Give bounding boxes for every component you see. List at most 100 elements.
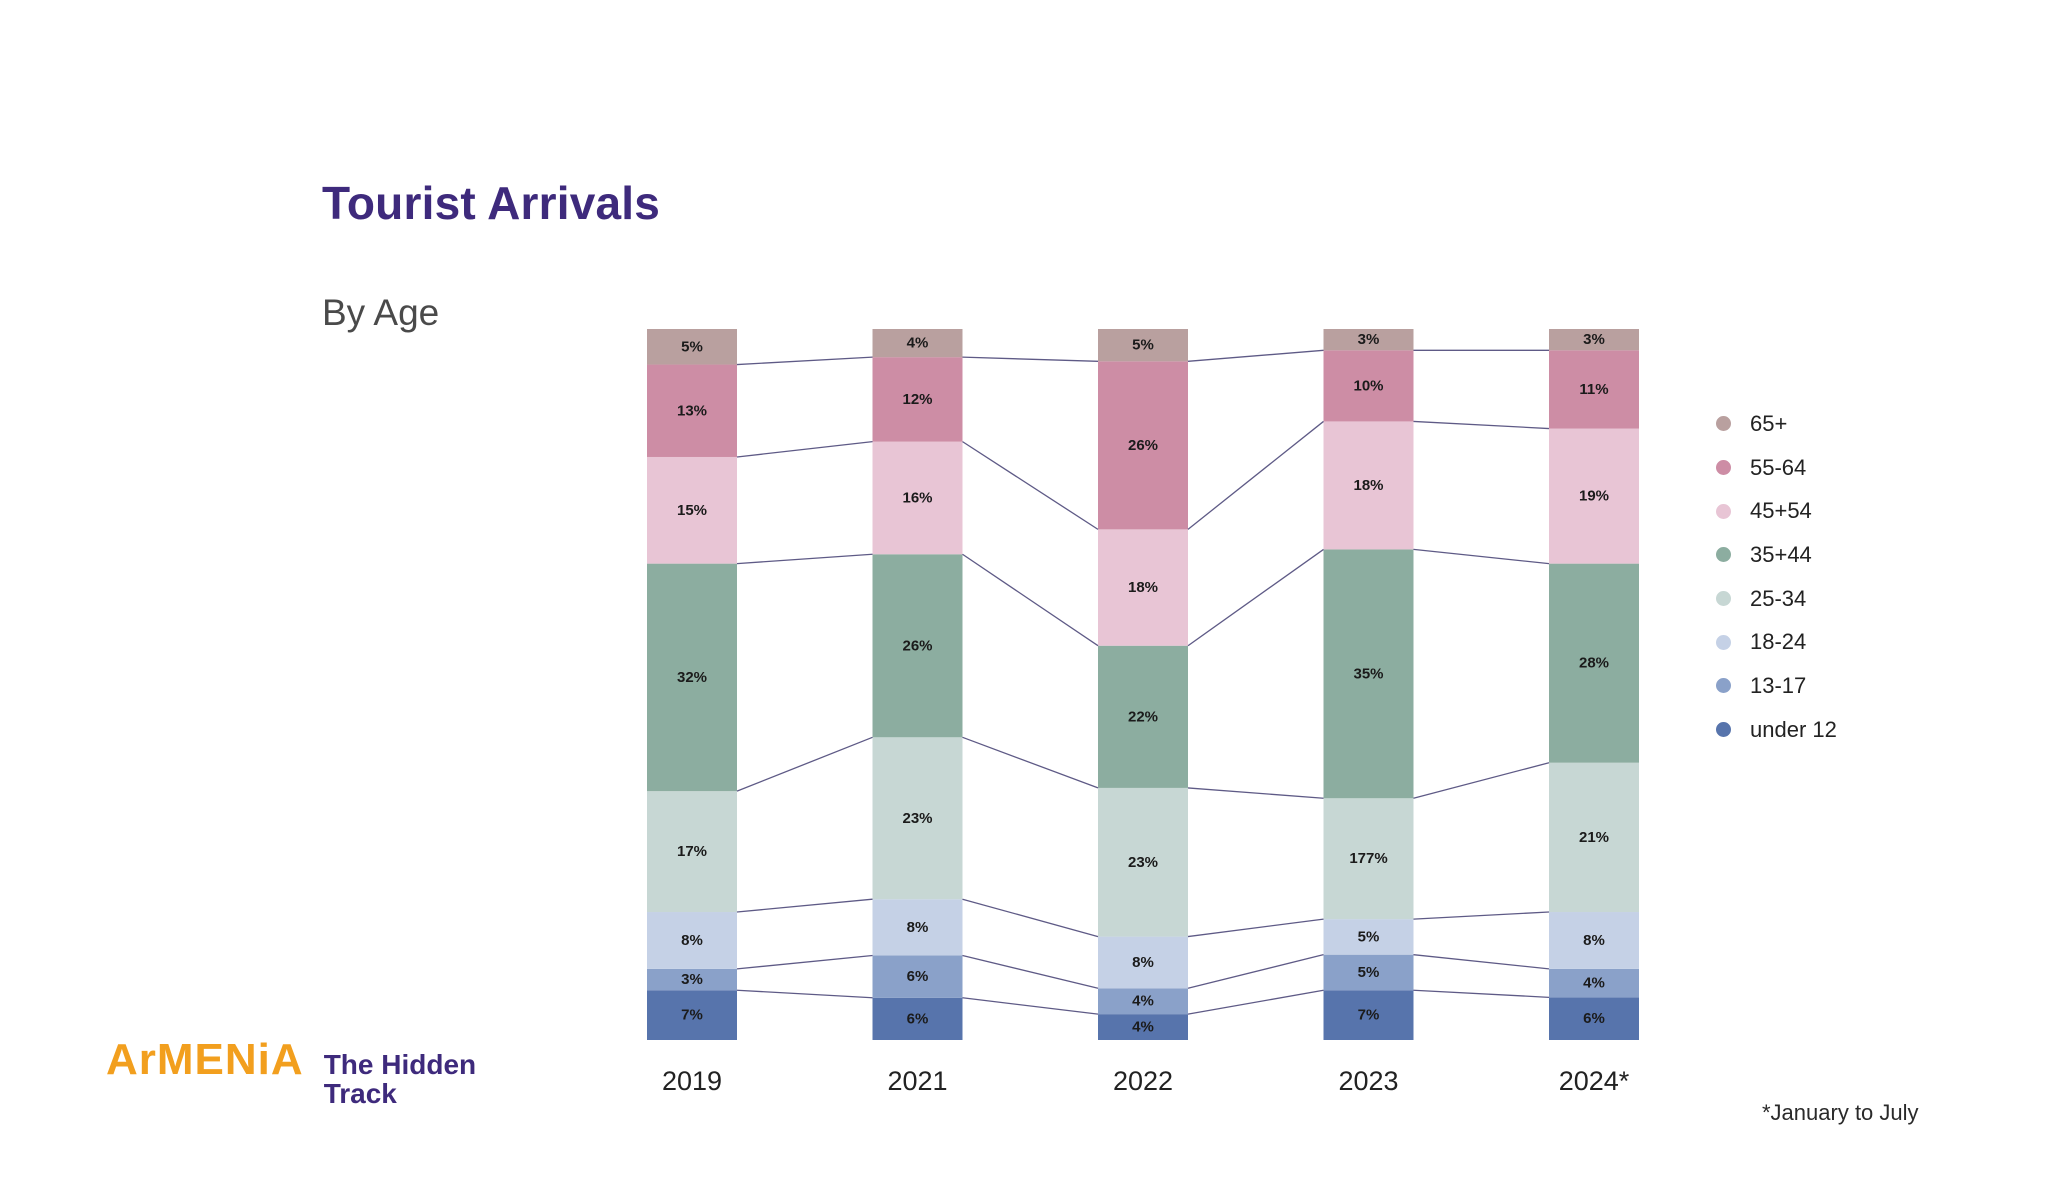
legend-label-65: 65+	[1750, 410, 1788, 436]
connector-line-55-64	[736, 356, 873, 366]
bar-segment-2023-under-12	[1323, 990, 1414, 1040]
connector-line-25-34	[1187, 787, 1324, 799]
connector-line-45-54	[1413, 420, 1550, 430]
x-axis-label-2023: 2023	[1338, 1066, 1398, 1096]
data-label-2023-18-24: 5%	[1358, 928, 1380, 945]
connector-line-25-34	[736, 736, 873, 792]
data-label-2021-55-64: 12%	[902, 391, 932, 408]
bar-segment-2024-65	[1549, 329, 1639, 351]
connector-line-35-44	[1187, 548, 1324, 647]
legend-swatch-18-24	[1716, 634, 1731, 650]
bar-segment-2021-25-34	[872, 737, 963, 900]
bar-segment-2022-13-17	[1098, 988, 1188, 1015]
connector-line-25-34	[1413, 762, 1550, 799]
data-label-2024-25-34: 21%	[1579, 829, 1609, 846]
data-label-2021-under-12: 6%	[907, 1010, 929, 1027]
connector-line-18-24	[736, 898, 873, 913]
footnote: *January to July	[1762, 1100, 1919, 1125]
bar-segment-2019-under-12	[647, 990, 737, 1040]
connector-line-18-24	[962, 898, 1099, 938]
data-label-2024-55-64: 11%	[1579, 381, 1608, 398]
bar-segment-2023-18-24	[1323, 919, 1414, 955]
legend-swatch-55-64	[1716, 460, 1731, 476]
bar-segment-2019-35-44	[647, 563, 737, 792]
connector-line-under-12	[1413, 989, 1550, 998]
data-labels: 7% 3% 8% 17% 32% 15% 13% 5% 6% 6% 8% 23% 26% 16% 12% 4%…	[677, 331, 1609, 1035]
data-label-2024-18-24: 8%	[1583, 932, 1605, 949]
data-label-2024-45-54: 19%	[1579, 488, 1609, 505]
connector-line-under-12	[1187, 989, 1324, 1015]
legend-item-25-34: 25-34	[1712, 577, 1837, 621]
legend-swatch-65	[1716, 416, 1731, 432]
data-label-2023-55-64: 10%	[1353, 377, 1383, 394]
brand-logo: ArMENiA The Hidden Track	[106, 1036, 476, 1108]
brand-tagline-line-1: The Hidden	[323, 1049, 477, 1080]
bar-segment-2021-45-54	[872, 441, 963, 555]
x-axis-label-2022: 2022	[1113, 1066, 1173, 1096]
connector-line-35-44	[736, 553, 873, 565]
legend-item-18-24: 18-24	[1712, 620, 1837, 664]
data-label-2019-35-44: 32%	[677, 669, 707, 686]
x-axis-label-2019: 2019	[662, 1066, 722, 1096]
bar-segment-2021-35-44	[872, 554, 963, 738]
data-label-2019-13-17: 3%	[681, 971, 703, 988]
legend-item-13-17: 13-17	[1712, 664, 1837, 708]
bar-segment-2024-under-12	[1549, 997, 1639, 1040]
data-label-2021-13-17: 6%	[907, 968, 929, 985]
legend-swatch-13-17	[1716, 678, 1731, 694]
bar-segment-2022-18-24	[1098, 936, 1188, 989]
data-label-2021-45-54: 16%	[902, 489, 932, 506]
legend-label-18-24: 18-24	[1750, 629, 1807, 655]
data-label-2022-13-17: 4%	[1132, 993, 1154, 1010]
data-label-2024-35-44: 28%	[1579, 655, 1609, 672]
data-label-2024-13-17: 4%	[1583, 975, 1605, 992]
bar-segment-2023-35-44	[1323, 549, 1414, 799]
legend-label-55-64: 55-64	[1750, 454, 1807, 480]
bar-segment-2021-18-24	[872, 899, 963, 956]
bar-segment-2024-13-17	[1549, 968, 1639, 998]
data-label-2023-25-34: 177%	[1349, 850, 1387, 867]
bar-segment-2023-13-17	[1323, 954, 1414, 991]
data-label-2022-18-24: 8%	[1132, 954, 1154, 971]
legend-swatch-45-54	[1716, 503, 1731, 519]
bar-segment-2024-45-54	[1549, 428, 1639, 564]
data-label-2023-under-12: 7%	[1358, 1007, 1380, 1024]
bar-segment-2022-under-12	[1098, 1014, 1188, 1040]
data-label-2021-18-24: 8%	[907, 919, 929, 936]
connector-line-55-64	[1187, 349, 1324, 362]
brand-wordmark: ArMENiA	[106, 1035, 304, 1084]
legend-label-under-12: under 12	[1750, 716, 1837, 742]
connector-line-35-44	[1413, 548, 1550, 565]
data-label-2023-35-44: 35%	[1353, 665, 1383, 682]
connector-line-under-12	[962, 997, 1099, 1015]
data-label-2023-13-17: 5%	[1358, 964, 1380, 981]
bar-segment-2021-under-12	[872, 997, 963, 1040]
connector-line-55-64	[962, 356, 1099, 362]
bar-segment-2022-45-54	[1098, 529, 1188, 646]
connector-line-35-44	[962, 553, 1099, 647]
chart-title: Tourist Arrivals	[322, 177, 661, 229]
bar-segment-2019-45-54	[647, 456, 737, 564]
bar-segment-2021-13-17	[872, 955, 963, 998]
brand-tagline-line-2: Track	[323, 1077, 397, 1109]
bar-segment-2023-45-54	[1323, 421, 1414, 550]
connector-line-under-12	[736, 989, 873, 999]
legend-item-55-64: 55-64	[1712, 446, 1837, 490]
legend-label-35-44: 35+44	[1750, 541, 1812, 567]
legend-swatch-35-44	[1716, 547, 1731, 563]
brand-tagline: The Hidden Track	[323, 1049, 477, 1109]
bar-segment-2022-25-34	[1098, 787, 1188, 937]
data-label-2019-under-12: 7%	[681, 1007, 703, 1024]
connector-line-13-17	[962, 954, 1099, 989]
bar-segment-2019-13-17	[647, 968, 737, 991]
data-label-2021-65: 4%	[907, 335, 929, 352]
bar-segment-2021-55-64	[872, 357, 963, 442]
data-label-2021-35-44: 26%	[902, 637, 932, 654]
legend-item-35-44: 35+44	[1712, 533, 1837, 577]
bar-segment-2024-35-44	[1549, 563, 1639, 763]
data-label-2022-55-64: 26%	[1128, 437, 1158, 454]
chart-legend: 65+ 55-64 45+54 35+44 25-34 18-24 13-17 under 1…	[1712, 402, 1837, 752]
x-axis-label-2021: 2021	[887, 1066, 947, 1096]
bar-segment-2019-25-34	[647, 791, 737, 913]
data-label-2022-25-34: 23%	[1128, 854, 1158, 871]
